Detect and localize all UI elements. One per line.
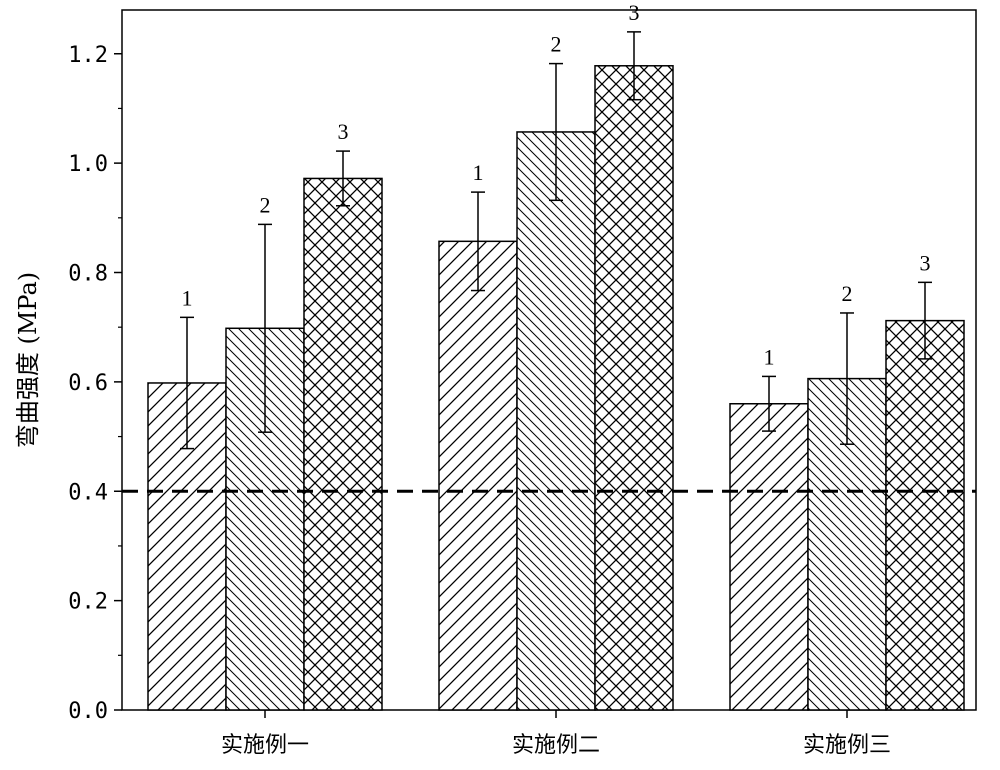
y-tick-label: 0.4 — [68, 480, 108, 505]
bar — [729, 403, 809, 711]
bar-series-label: 2 — [260, 192, 271, 217]
bar-series-label: 3 — [920, 250, 931, 275]
bars: 1 2 3 1 2 3 1 2 3 — [147, 0, 965, 711]
x-axis-ticks: 实施例一 实施例二 实施例三 — [221, 710, 891, 758]
bar — [438, 240, 518, 711]
bar-series-label: 1 — [182, 285, 193, 310]
y-tick-label: 0.6 — [68, 371, 108, 396]
y-axis-ticks: 0.0 0.2 0.4 0.6 0.8 1.0 1.2 — [68, 43, 122, 724]
y-tick-label: 0.8 — [68, 262, 108, 287]
x-category-label: 实施例一 — [221, 733, 309, 758]
bar — [516, 131, 596, 711]
y-tick-label: 0.2 — [68, 590, 108, 615]
y-tick-label: 1.0 — [68, 152, 108, 177]
y-axis-label: 弯曲强度 (MPa) — [14, 272, 42, 448]
x-category-label: 实施例二 — [512, 733, 600, 758]
bar-series-label: 2 — [551, 32, 562, 57]
y-tick-label: 0.0 — [68, 699, 108, 724]
x-category-label: 实施例三 — [803, 733, 891, 758]
bar-series-label: 1 — [764, 344, 775, 369]
bar-series-label: 1 — [473, 160, 484, 185]
bar — [885, 319, 965, 711]
bar-series-label: 3 — [338, 119, 349, 144]
bar — [594, 65, 674, 711]
bar — [303, 177, 383, 711]
y-tick-label: 1.2 — [68, 43, 108, 68]
bar-series-label: 3 — [629, 0, 640, 25]
bar-series-label: 2 — [842, 281, 853, 306]
